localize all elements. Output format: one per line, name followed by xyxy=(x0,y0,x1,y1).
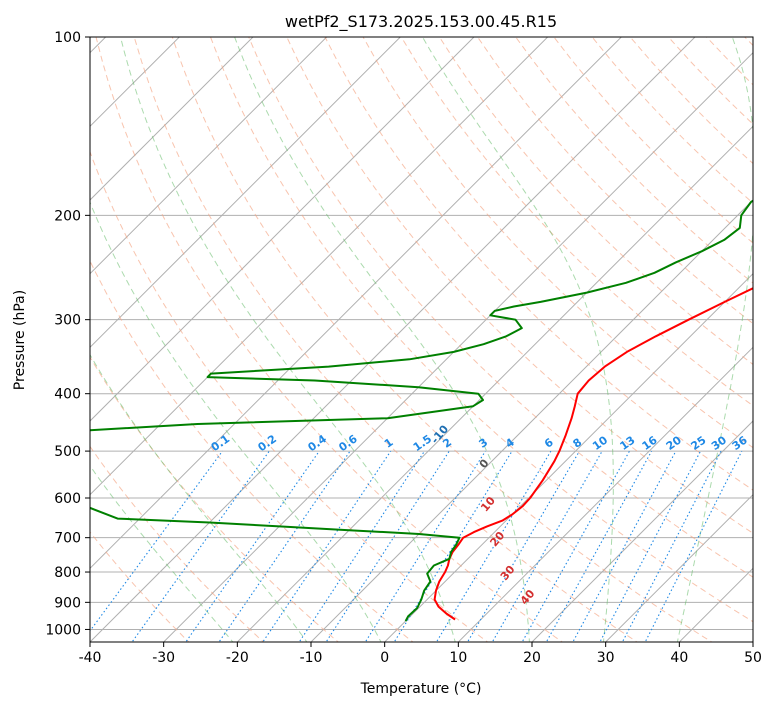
isotherm-line xyxy=(90,37,328,275)
isotherm-line xyxy=(90,37,475,422)
dewpoint-profile xyxy=(90,199,753,622)
mixing-ratio-line xyxy=(298,450,425,642)
mixing-ratio-line xyxy=(572,450,677,642)
moist-adiabat-line xyxy=(234,37,530,642)
dry-adiabat-line xyxy=(477,37,753,325)
y-tick-label: 900 xyxy=(54,595,81,611)
mixing-ratio-line xyxy=(621,450,722,642)
moist-adiabat-line xyxy=(421,37,614,642)
x-tick-label: 20 xyxy=(523,650,541,666)
x-axis-label: Temperature (°C) xyxy=(360,681,482,697)
isotherm-line xyxy=(604,493,753,642)
mixing-ratio-line xyxy=(393,450,513,642)
moist-adiabat-line xyxy=(119,37,456,642)
isotherm-line xyxy=(90,37,623,570)
plot-frame xyxy=(89,36,754,643)
mixing-ratio-line xyxy=(262,450,392,642)
x-tick-label: 50 xyxy=(744,650,762,666)
mixing-ratio-line xyxy=(90,450,223,632)
dry-adiabat-line xyxy=(90,356,339,642)
mixing-ratio-line xyxy=(185,450,320,642)
y-tick-label: 200 xyxy=(54,208,81,224)
y-tick-label: 300 xyxy=(54,313,81,329)
background-lines: 0.10.20.40.611.52346810131620253036-100-… xyxy=(90,37,753,642)
x-tick-label: -10 xyxy=(300,650,323,666)
dry-adiabat-line xyxy=(286,37,753,534)
x-tick-label: 30 xyxy=(597,650,615,666)
mixing-ratio-line xyxy=(521,450,630,642)
mixing-ratio-line xyxy=(545,450,653,642)
isotherm-line xyxy=(310,199,753,642)
dry-adiabat-line xyxy=(324,37,753,491)
dry-adiabat-line xyxy=(248,37,753,578)
mixing-ratio-line xyxy=(218,450,351,642)
x-tick-label: -30 xyxy=(152,650,175,666)
x-tick-label: 0 xyxy=(380,650,389,666)
moist-adiabat-line xyxy=(90,200,382,642)
isotherm-line xyxy=(383,272,753,642)
dry-adiabat-line xyxy=(95,37,564,642)
dry-adiabat-line xyxy=(438,37,753,366)
moist-adiabat-line xyxy=(90,353,308,642)
y-tick-label: 700 xyxy=(54,531,81,547)
isotherm-line xyxy=(90,37,549,496)
isotherm-line xyxy=(90,37,402,349)
isotherm-line xyxy=(531,420,753,642)
dry-adiabat-line xyxy=(210,37,753,623)
mixing-ratio-line xyxy=(599,450,702,642)
dry-adiabat-line xyxy=(171,37,713,642)
isotherm-line xyxy=(90,37,696,642)
dry-adiabat-line xyxy=(133,37,638,642)
isotherm-line xyxy=(90,37,254,201)
dry-adiabat-line xyxy=(90,259,414,642)
dry-adiabat-line xyxy=(90,445,265,642)
x-tick-label: -20 xyxy=(226,650,249,666)
isotherm-line xyxy=(236,125,753,642)
mixing-ratio-line xyxy=(644,450,743,642)
y-tick-label: 500 xyxy=(54,444,81,460)
x-tick-label: 10 xyxy=(449,650,467,666)
y-tick-label: 1000 xyxy=(45,622,81,638)
axes: -40 -30 -20 -10 0 10 20 30 40 50 1000 900 800 700 600 5… xyxy=(45,30,762,666)
isotherm-line xyxy=(457,346,753,642)
y-tick-label: 100 xyxy=(54,30,81,46)
y-tick-label: 600 xyxy=(54,491,81,507)
temperature-profile xyxy=(433,287,753,621)
y-tick-label: 800 xyxy=(54,565,81,581)
y-axis-label: Pressure (hPa) xyxy=(12,290,28,390)
moist-adiabat-line xyxy=(90,464,234,642)
dry-adiabat-line xyxy=(362,37,753,449)
chart-title: wetPf2_S173.2025.153.00.45.R15 xyxy=(285,12,557,32)
y-tick-label: 400 xyxy=(54,387,81,403)
mixing-ratio-line xyxy=(435,450,552,642)
dry-adiabat-line xyxy=(400,37,753,407)
moist-adiabat-line xyxy=(676,37,753,642)
profile-lines xyxy=(90,199,753,622)
x-tick-label: 40 xyxy=(670,650,688,666)
isotherm-line xyxy=(162,51,753,642)
mixing-ratio-line xyxy=(466,450,580,642)
x-tick-label: -40 xyxy=(79,650,102,666)
mixing-ratio-line xyxy=(491,450,603,642)
